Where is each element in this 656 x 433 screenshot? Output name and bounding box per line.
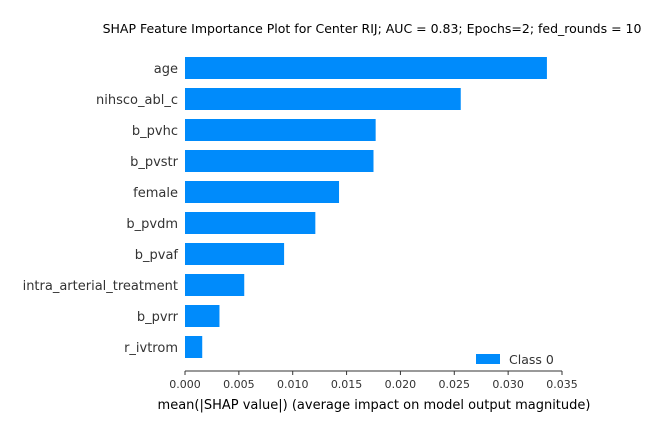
bar-b-pvaf [185, 243, 285, 265]
x-tick-label: 0.030 [492, 378, 524, 391]
bars-group [185, 57, 547, 358]
category-label-r-ivtrom: r_ivtrom [124, 341, 178, 356]
category-label-female: female [133, 186, 178, 201]
x-tick-label: 0.015 [331, 378, 363, 391]
bar-b-pvrr [185, 305, 220, 327]
category-label-b-pvaf: b_pvaf [135, 248, 179, 263]
x-tick-label: 0.020 [385, 378, 417, 391]
legend-label-class-0: Class 0 [509, 352, 554, 367]
bar-age [185, 57, 547, 79]
bar-b-pvhc [185, 119, 376, 141]
legend-swatch-class-0 [476, 354, 500, 364]
x-tick-label: 0.025 [439, 378, 471, 391]
category-label-intra-arterial-treatment: intra_arterial_treatment [23, 279, 178, 294]
x-axis-label: mean(|SHAP value|) (average impact on mo… [158, 398, 591, 413]
category-label-b-pvdm: b_pvdm [126, 217, 178, 232]
x-tick-label: 0.005 [223, 378, 255, 391]
x-tick-label: 0.010 [277, 378, 309, 391]
bar-r-ivtrom [185, 336, 203, 358]
x-axis-ticks: 0.000 0.005 0.010 0.015 0.020 0.025 0.030 0.035 [169, 371, 578, 391]
category-label-nihsco-abl-c: nihsco_abl_c [96, 93, 178, 108]
bar-intra-arterial-treatment [185, 274, 245, 296]
bar-female [185, 181, 340, 203]
x-tick-label: 0.035 [546, 378, 578, 391]
category-label-b-pvstr: b_pvstr [130, 155, 179, 170]
bar-b-pvdm [185, 212, 316, 234]
category-label-b-pvhc: b_pvhc [132, 124, 178, 139]
bar-b-pvstr [185, 150, 374, 172]
x-tick-label: 0.000 [169, 378, 201, 391]
bar-nihsco-abl-c [185, 88, 461, 110]
category-label-age: age [154, 62, 178, 77]
chart-title: SHAP Feature Importance Plot for Center … [103, 21, 642, 36]
legend: Class 0 [476, 352, 554, 367]
category-label-b-pvrr: b_pvrr [137, 310, 179, 325]
